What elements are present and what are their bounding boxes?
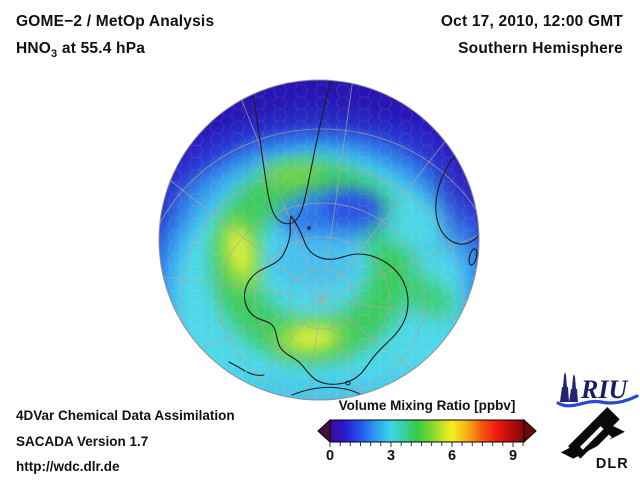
africa-coastline (435, 138, 479, 245)
header-right: Oct 17, 2010, 12:00 GMT Southern Hemisph… (441, 13, 623, 58)
species-subscript: 3 (51, 48, 58, 61)
colorbar (317, 418, 537, 447)
colorbar-tick-label-6: 6 (447, 448, 457, 464)
riu-swoosh-icon (556, 394, 639, 408)
datetime-text: Oct 17, 2010, 12:00 GMT (440, 13, 623, 30)
meridian (235, 85, 323, 300)
colorbar-gradient-bar (329, 419, 525, 443)
cathedral-icon (560, 372, 578, 402)
meridian (289, 298, 323, 400)
meridian (321, 298, 409, 400)
new-zealand-south (228, 361, 246, 372)
dlr-logo: DLR (560, 407, 629, 471)
colorbar-tick-label-9: 9 (508, 448, 518, 464)
latitude-circle (254, 236, 390, 362)
meridian (159, 298, 323, 386)
tasmania (345, 380, 351, 386)
hex-grid-texture (159, 80, 479, 400)
colorbar-left-arrow (317, 418, 331, 444)
colorbar-title: Volume Mixing Ratio [ppbv] (338, 398, 516, 413)
riu-logo: RIU (556, 372, 639, 408)
new-zealand-north (246, 371, 265, 376)
falklands (307, 226, 311, 230)
globe-rim (158, 79, 480, 401)
madagascar (468, 248, 478, 266)
plot-title: GOME−2 / MetOp Analysis (16, 13, 215, 30)
riu-text: RIU (580, 375, 628, 404)
url-text: http://wdc.dlr.de (16, 459, 120, 474)
antarctica-coastline (243, 215, 409, 385)
colorbar-right-arrow (523, 418, 537, 444)
level-text: at 55.4 hPa (57, 40, 146, 57)
latitude-circle (288, 268, 356, 330)
meridian (321, 212, 479, 300)
hemisphere-text: Southern Hemisphere (458, 40, 623, 57)
meridian (321, 117, 464, 300)
colorbar-tick-label-0: 0 (325, 448, 335, 464)
colorbar-tick-label-3: 3 (386, 448, 396, 464)
species-text: HNO (16, 40, 52, 57)
dlr-text: DLR (596, 456, 629, 471)
coastlines (228, 80, 479, 397)
dlr-mark-icon (560, 407, 625, 459)
species-level-line: HNO3 at 55.4 hPa (16, 40, 214, 60)
graticule (159, 80, 479, 400)
meridian (159, 157, 323, 300)
latitude-circle (159, 128, 479, 400)
australia-coastline (291, 386, 364, 397)
meridian (159, 266, 323, 300)
colorbar-tick-marks (329, 442, 524, 447)
latitude-circle (218, 202, 426, 396)
header-left: GOME−2 / MetOp Analysis HNO3 at 55.4 hPa (16, 13, 214, 60)
meridian (321, 298, 479, 332)
latitude-circle (180, 166, 464, 400)
assimilation-text: 4DVar Chemical Data Assimilation (16, 408, 235, 423)
footer-left: 4DVar Chemical Data Assimilation SACADA … (16, 403, 235, 480)
meridian (321, 80, 355, 300)
version-text: SACADA Version 1.7 (16, 433, 149, 449)
